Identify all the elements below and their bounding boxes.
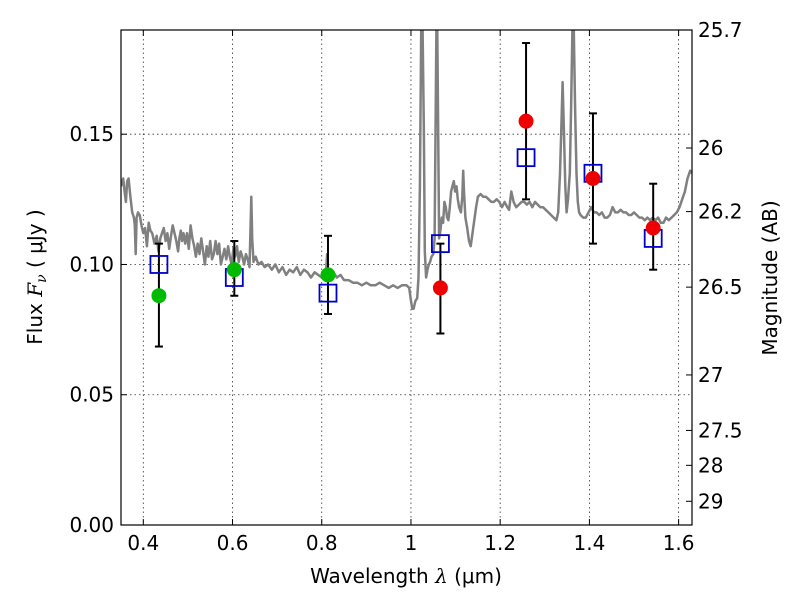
green-observed-marker (226, 262, 242, 278)
y2-tick-label: 27.5 (698, 418, 743, 442)
x-tick-label: 1.4 (573, 531, 605, 555)
red-observed-marker (432, 280, 448, 296)
y2-tick-label: 26 (698, 136, 723, 160)
y-tick-label: 0.00 (69, 513, 114, 537)
y2-tick-label: 27 (698, 363, 723, 387)
green-observed-marker (151, 288, 167, 304)
grid (121, 30, 692, 526)
axis-ticks: 0.4 0.6 0.8 1 1.2 1.4 1.6 0.00 0.05 0.10 0.15 25.7 2… (69, 18, 742, 555)
y-tick-label: 0.10 (69, 252, 114, 276)
spectrum-line (121, 30, 692, 311)
x-tick-label: 1.6 (663, 531, 695, 555)
model-square-marker (516, 148, 536, 168)
green-observed-marker (320, 267, 336, 283)
y-tick-label: 0.15 (69, 122, 114, 146)
plot-frame (120, 29, 693, 526)
red-observed-marker (585, 171, 601, 186)
y2-tick-label: 28 (698, 453, 723, 477)
y2-axis-label: Magnitude (AB) (758, 200, 782, 355)
x-axis-label: Wavelength λ (μm) (310, 564, 502, 588)
data-markers (149, 113, 663, 304)
x-tick-label: 0.8 (306, 531, 338, 555)
y2-tick-label: 26.5 (698, 275, 743, 299)
model-square-marker (431, 234, 450, 254)
y2-tick-label: 25.7 (698, 18, 743, 42)
y2-tick-label: 29 (698, 489, 723, 513)
error-bars (154, 42, 658, 348)
red-observed-marker (518, 113, 534, 129)
y2-tick-label: 26.2 (698, 200, 743, 224)
model-square-marker (149, 255, 169, 274)
y-tick-label: 0.05 (69, 383, 114, 407)
x-tick-label: 0.4 (127, 531, 159, 555)
red-observed-marker (645, 220, 661, 236)
x-tick-label: 1 (405, 531, 418, 555)
x-tick-label: 1.2 (484, 531, 516, 555)
y-axis-label: Flux Fν ( μJy ) (23, 209, 50, 344)
x-tick-label: 0.6 (217, 531, 249, 555)
model-spectrum (121, 30, 692, 311)
model-square-marker (318, 283, 338, 303)
